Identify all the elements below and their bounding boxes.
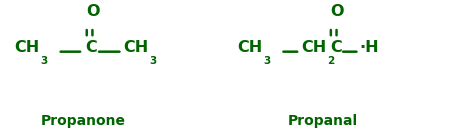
Text: 2: 2 xyxy=(328,56,335,66)
Text: 3: 3 xyxy=(263,56,270,66)
Text: CH: CH xyxy=(14,40,39,55)
Text: Propanal: Propanal xyxy=(287,114,357,128)
Text: CH: CH xyxy=(123,40,148,55)
Text: 3: 3 xyxy=(149,56,156,66)
Text: 3: 3 xyxy=(40,56,47,66)
Text: ·H: ·H xyxy=(359,40,379,55)
Text: CH: CH xyxy=(237,40,262,55)
Text: C: C xyxy=(85,40,97,55)
Text: O: O xyxy=(330,4,343,19)
Text: C: C xyxy=(330,40,342,55)
Text: O: O xyxy=(86,4,99,19)
Text: CH: CH xyxy=(301,40,327,55)
Text: Propanone: Propanone xyxy=(40,114,126,128)
